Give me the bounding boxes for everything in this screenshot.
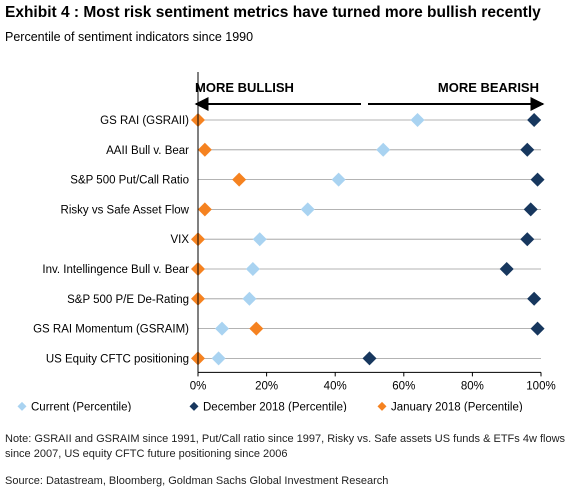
legend-label: Current (Percentile) bbox=[31, 401, 132, 412]
point-current bbox=[410, 113, 425, 127]
category-label: GS RAI (GSRAII) bbox=[100, 115, 189, 127]
point-current bbox=[211, 351, 226, 366]
point-january-2018 bbox=[232, 172, 247, 187]
chart-subtitle: Percentile of sentiment indicators since… bbox=[5, 30, 254, 44]
point-december-2018 bbox=[527, 291, 542, 306]
x-tick-label: 80% bbox=[461, 380, 484, 392]
legend-label: January 2018 (Percentile) bbox=[391, 401, 523, 412]
category-label: VIX bbox=[170, 234, 189, 246]
category-label: GS RAI Momentum (GSRAIM) bbox=[33, 324, 189, 336]
point-december-2018 bbox=[523, 202, 538, 217]
legend-marker bbox=[377, 401, 387, 411]
x-tick-label: 60% bbox=[392, 380, 415, 392]
point-current bbox=[252, 232, 267, 247]
point-december-2018 bbox=[499, 262, 514, 276]
x-tick-label: 20% bbox=[255, 380, 278, 392]
direction-arrows: MORE BULLISH MORE BEARISH bbox=[194, 80, 545, 111]
category-label: Risky vs Safe Asset Flow bbox=[61, 204, 190, 216]
x-axis: 0% 20% 40% 60% 80% 100% bbox=[190, 72, 556, 392]
category-rows: GS RAI (GSRAII) AAII Bull v. Bear S&P 500 … bbox=[33, 113, 545, 366]
point-current bbox=[242, 291, 257, 306]
dot-plot: MORE BULLISH MORE BEARISH GS RAI (GSRAII)… bbox=[17, 72, 556, 412]
source-line: Source: Datastream, Bloomberg, Goldman S… bbox=[5, 475, 389, 487]
footnote: Note: GSRAII and GSRAIM since 1991, Put/… bbox=[5, 433, 566, 460]
category-label: US Equity CFTC positioning bbox=[46, 353, 189, 365]
point-december-2018 bbox=[520, 232, 535, 247]
point-december-2018 bbox=[530, 172, 545, 187]
category-label: S&P 500 P/E De-Rating bbox=[67, 294, 189, 306]
point-december-2018 bbox=[362, 351, 377, 366]
point-current bbox=[376, 142, 391, 157]
x-tick-label: 0% bbox=[190, 380, 207, 392]
legend: Current (Percentile) December 2018 (Perce… bbox=[17, 401, 523, 412]
legend-marker bbox=[189, 401, 199, 411]
category-label: AAII Bull v. Bear bbox=[106, 145, 189, 157]
label-more-bullish: MORE BULLISH bbox=[195, 80, 294, 95]
label-more-bearish: MORE BEARISH bbox=[438, 80, 539, 95]
point-current bbox=[331, 172, 346, 187]
point-current bbox=[300, 202, 315, 217]
point-january-2018 bbox=[197, 142, 212, 157]
point-current bbox=[215, 321, 230, 336]
x-tick-label: 100% bbox=[526, 380, 555, 392]
x-tick-label: 40% bbox=[324, 380, 347, 392]
legend-label: December 2018 (Percentile) bbox=[203, 401, 347, 412]
point-january-2018 bbox=[197, 202, 212, 217]
category-label: S&P 500 Put/Call Ratio bbox=[70, 175, 189, 187]
point-current bbox=[245, 262, 260, 276]
legend-marker bbox=[17, 401, 27, 411]
point-january-2018 bbox=[249, 321, 264, 336]
point-december-2018 bbox=[530, 321, 545, 336]
point-december-2018 bbox=[527, 113, 542, 127]
point-december-2018 bbox=[520, 142, 535, 157]
category-label: Inv. Intellingence Bull v. Bear bbox=[42, 264, 189, 276]
chart-title: Exhibit 4 : Most risk sentiment metrics … bbox=[5, 4, 541, 21]
